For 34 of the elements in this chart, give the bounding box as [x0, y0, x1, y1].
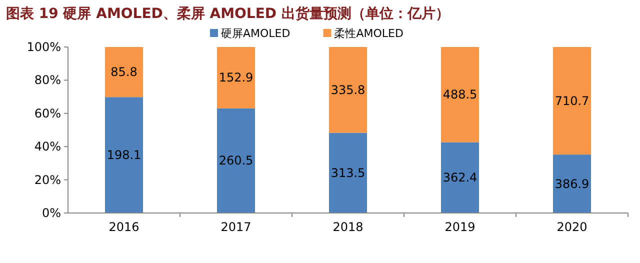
annotation: 152.9: [218, 70, 254, 85]
bar: [217, 47, 255, 108]
bar: [105, 47, 143, 98]
annotation: 335.8: [330, 82, 366, 97]
x-tick-label: 2017: [220, 220, 252, 234]
annotation: 488.5: [442, 88, 478, 102]
y-tick-label: 100%: [26, 40, 61, 54]
annotation: 313.5: [330, 166, 366, 180]
y-tick-label: 60%: [34, 106, 61, 120]
bar: [105, 97, 143, 213]
x-tick-label: 2019: [444, 220, 476, 234]
annotation: 198.1: [106, 148, 142, 162]
x-tick-label: 2016: [108, 220, 140, 234]
annotation: 710.7: [554, 94, 590, 108]
annotation: 386.9: [554, 176, 590, 191]
chart-title: 图表 19 硬屏 AMOLED、柔屏 AMOLED 出货量预测（单位：亿片）: [6, 6, 450, 22]
x-tick-label: 2020: [556, 220, 588, 234]
bar: [441, 142, 479, 213]
bar: [329, 132, 367, 213]
annotation: 260.5: [218, 154, 254, 168]
x-tick-label: 2018: [332, 220, 364, 234]
y-tick-label: 0%: [42, 206, 61, 220]
bar: [441, 47, 479, 142]
y-tick-label: 40%: [34, 140, 61, 154]
legend-label: 硬屏AMOLED: [221, 27, 290, 40]
bar: [553, 47, 591, 155]
bar: [553, 154, 591, 213]
y-tick-label: 20%: [34, 172, 61, 187]
bar: [217, 108, 255, 213]
bar: [329, 47, 367, 133]
legend-label: 柔性AMOLED: [334, 27, 404, 40]
annotation: 85.8: [110, 65, 138, 80]
y-tick-label: 80%: [34, 73, 61, 88]
annotation: 362.4: [442, 170, 478, 185]
